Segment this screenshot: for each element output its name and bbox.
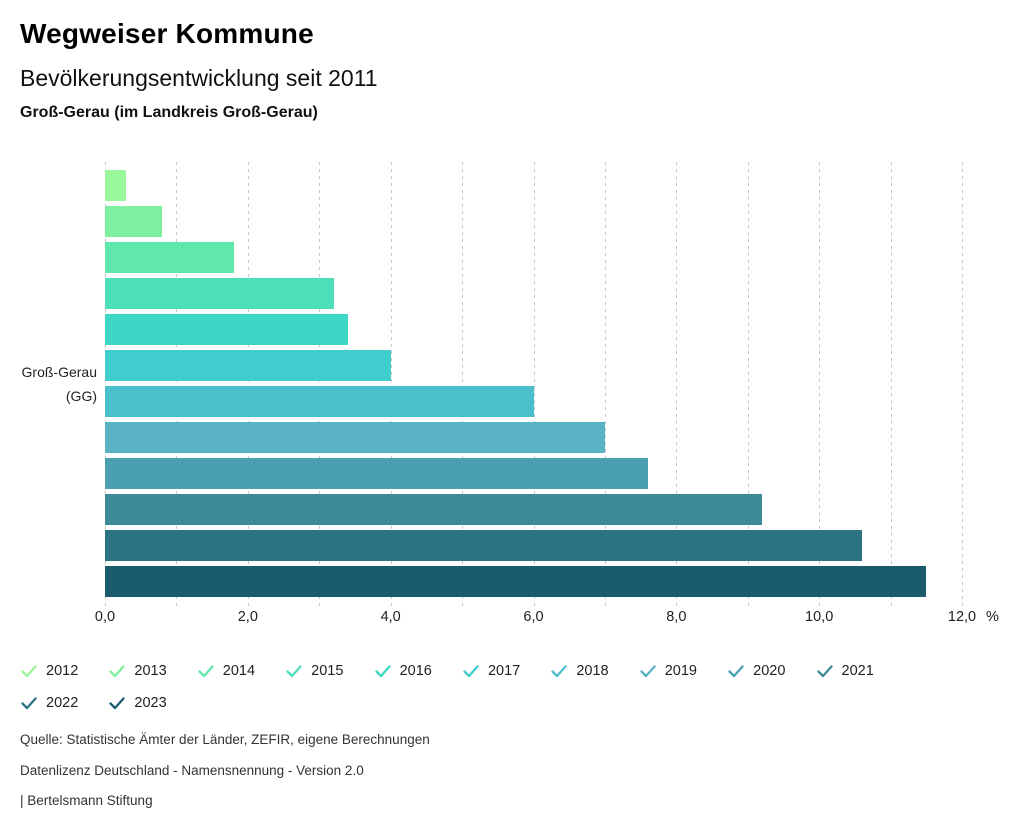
legend-item-2018[interactable]: 2018 bbox=[551, 655, 639, 687]
bar-2022[interactable] bbox=[105, 530, 863, 561]
legend-label: 2012 bbox=[46, 663, 79, 679]
gridline-x-9 bbox=[747, 162, 749, 606]
checkmark-icon bbox=[21, 696, 37, 709]
y-axis-group-label: Groß-Gerau (GG) bbox=[0, 360, 97, 408]
legend-label: 2014 bbox=[222, 663, 256, 679]
x-tick-label-6: 6,0 bbox=[523, 609, 544, 625]
legend-label: 2017 bbox=[487, 663, 521, 679]
x-tick-label-12: 12,0 bbox=[947, 609, 977, 625]
gridline-x-0 bbox=[105, 162, 106, 606]
legend-label: 2020 bbox=[753, 663, 786, 679]
legend-label: 2015 bbox=[311, 663, 344, 679]
checkmark-icon bbox=[551, 664, 567, 677]
bar-2020[interactable] bbox=[105, 458, 648, 489]
gridline-x-1 bbox=[176, 162, 178, 606]
legend-item-2019[interactable]: 2019 bbox=[640, 655, 728, 687]
legend-label: 2016 bbox=[399, 663, 432, 679]
gridline-x-11 bbox=[890, 162, 892, 606]
x-tick-label-2: 2,0 bbox=[237, 609, 258, 625]
checkmark-icon bbox=[728, 664, 744, 677]
legend-item-2012[interactable]: 2012 bbox=[21, 655, 109, 687]
legend-item-2016[interactable]: 2016 bbox=[374, 655, 463, 687]
region-title: Groß-Gerau (im Landkreis Groß-Gerau) bbox=[20, 104, 318, 121]
checkmark-icon bbox=[286, 664, 302, 677]
gridline-x-5 bbox=[462, 162, 464, 606]
gridline-x-7 bbox=[604, 162, 606, 606]
legend: 2012 2013 2014 2015 2016 2017 2018 2019 2020 2021… bbox=[21, 655, 931, 719]
x-tick-label-0: 0,0 bbox=[94, 609, 116, 625]
footer-attribution: | Bertelsmann Stiftung bbox=[20, 793, 153, 808]
legend-item-2015[interactable]: 2015 bbox=[286, 655, 374, 687]
checkmark-icon bbox=[21, 664, 37, 677]
bar-2017[interactable] bbox=[105, 350, 391, 381]
x-axis-unit-label: % bbox=[986, 609, 999, 625]
chart-title: Bevölkerungsentwicklung seit 2011 bbox=[20, 65, 378, 91]
legend-label: 2018 bbox=[576, 663, 609, 679]
checkmark-icon bbox=[463, 664, 479, 677]
bar-2019[interactable] bbox=[105, 422, 605, 453]
legend-item-2020[interactable]: 2020 bbox=[728, 655, 816, 687]
legend-item-2021[interactable]: 2021 bbox=[816, 655, 905, 687]
bar-2021[interactable] bbox=[105, 494, 763, 525]
checkmark-icon bbox=[109, 664, 126, 677]
bar-2023[interactable] bbox=[105, 566, 927, 597]
bar-2013[interactable] bbox=[105, 206, 163, 237]
footer-source: Quelle: Statistische Ämter der Länder, Z… bbox=[20, 732, 430, 747]
y-axis-group-label-line2: (GG) bbox=[65, 388, 97, 404]
legend-item-2023[interactable]: 2023 bbox=[109, 687, 197, 719]
checkmark-icon bbox=[109, 696, 126, 709]
legend-item-2014[interactable]: 2014 bbox=[198, 655, 286, 687]
bar-2015[interactable] bbox=[105, 278, 334, 309]
gridline-x-4 bbox=[390, 162, 392, 606]
legend-label: 2019 bbox=[664, 663, 697, 679]
gridline-x-3 bbox=[319, 162, 321, 606]
plot-area bbox=[105, 162, 963, 606]
bar-2018[interactable] bbox=[105, 386, 534, 417]
bar-2016[interactable] bbox=[105, 314, 348, 345]
legend-label: 2021 bbox=[841, 663, 874, 679]
x-tick-label-10: 10,0 bbox=[805, 609, 834, 625]
x-tick-label-4: 4,0 bbox=[380, 609, 401, 625]
gridline-x-10 bbox=[819, 162, 821, 606]
x-axis-ticks: 0,0 2,0 4,0 6,0 8,0 10,0 12,0 bbox=[95, 609, 976, 629]
legend-item-2017[interactable]: 2017 bbox=[463, 655, 551, 687]
gridline-x-12 bbox=[962, 162, 963, 606]
checkmark-icon bbox=[374, 664, 391, 677]
gridline-x-2 bbox=[247, 162, 249, 606]
bar-2012[interactable] bbox=[105, 170, 127, 201]
gridline-x-8 bbox=[676, 162, 678, 606]
legend-label: 2013 bbox=[134, 663, 167, 679]
footer-license: Datenlizenz Deutschland - Namensnennung … bbox=[20, 763, 364, 778]
legend-item-2022[interactable]: 2022 bbox=[21, 687, 109, 719]
bar-2014[interactable] bbox=[105, 242, 234, 273]
legend-label: 2023 bbox=[134, 695, 167, 711]
checkmark-icon bbox=[640, 664, 656, 677]
x-tick-label-8: 8,0 bbox=[666, 609, 687, 625]
legend-item-2013[interactable]: 2013 bbox=[109, 655, 197, 687]
checkmark-icon bbox=[816, 664, 833, 677]
legend-label: 2022 bbox=[46, 695, 79, 711]
gridline-x-6 bbox=[533, 162, 535, 606]
app-title: Wegweiser Kommune bbox=[20, 18, 314, 49]
y-axis-group-label-line1: Groß-Gerau bbox=[21, 364, 97, 380]
checkmark-icon bbox=[198, 664, 214, 677]
